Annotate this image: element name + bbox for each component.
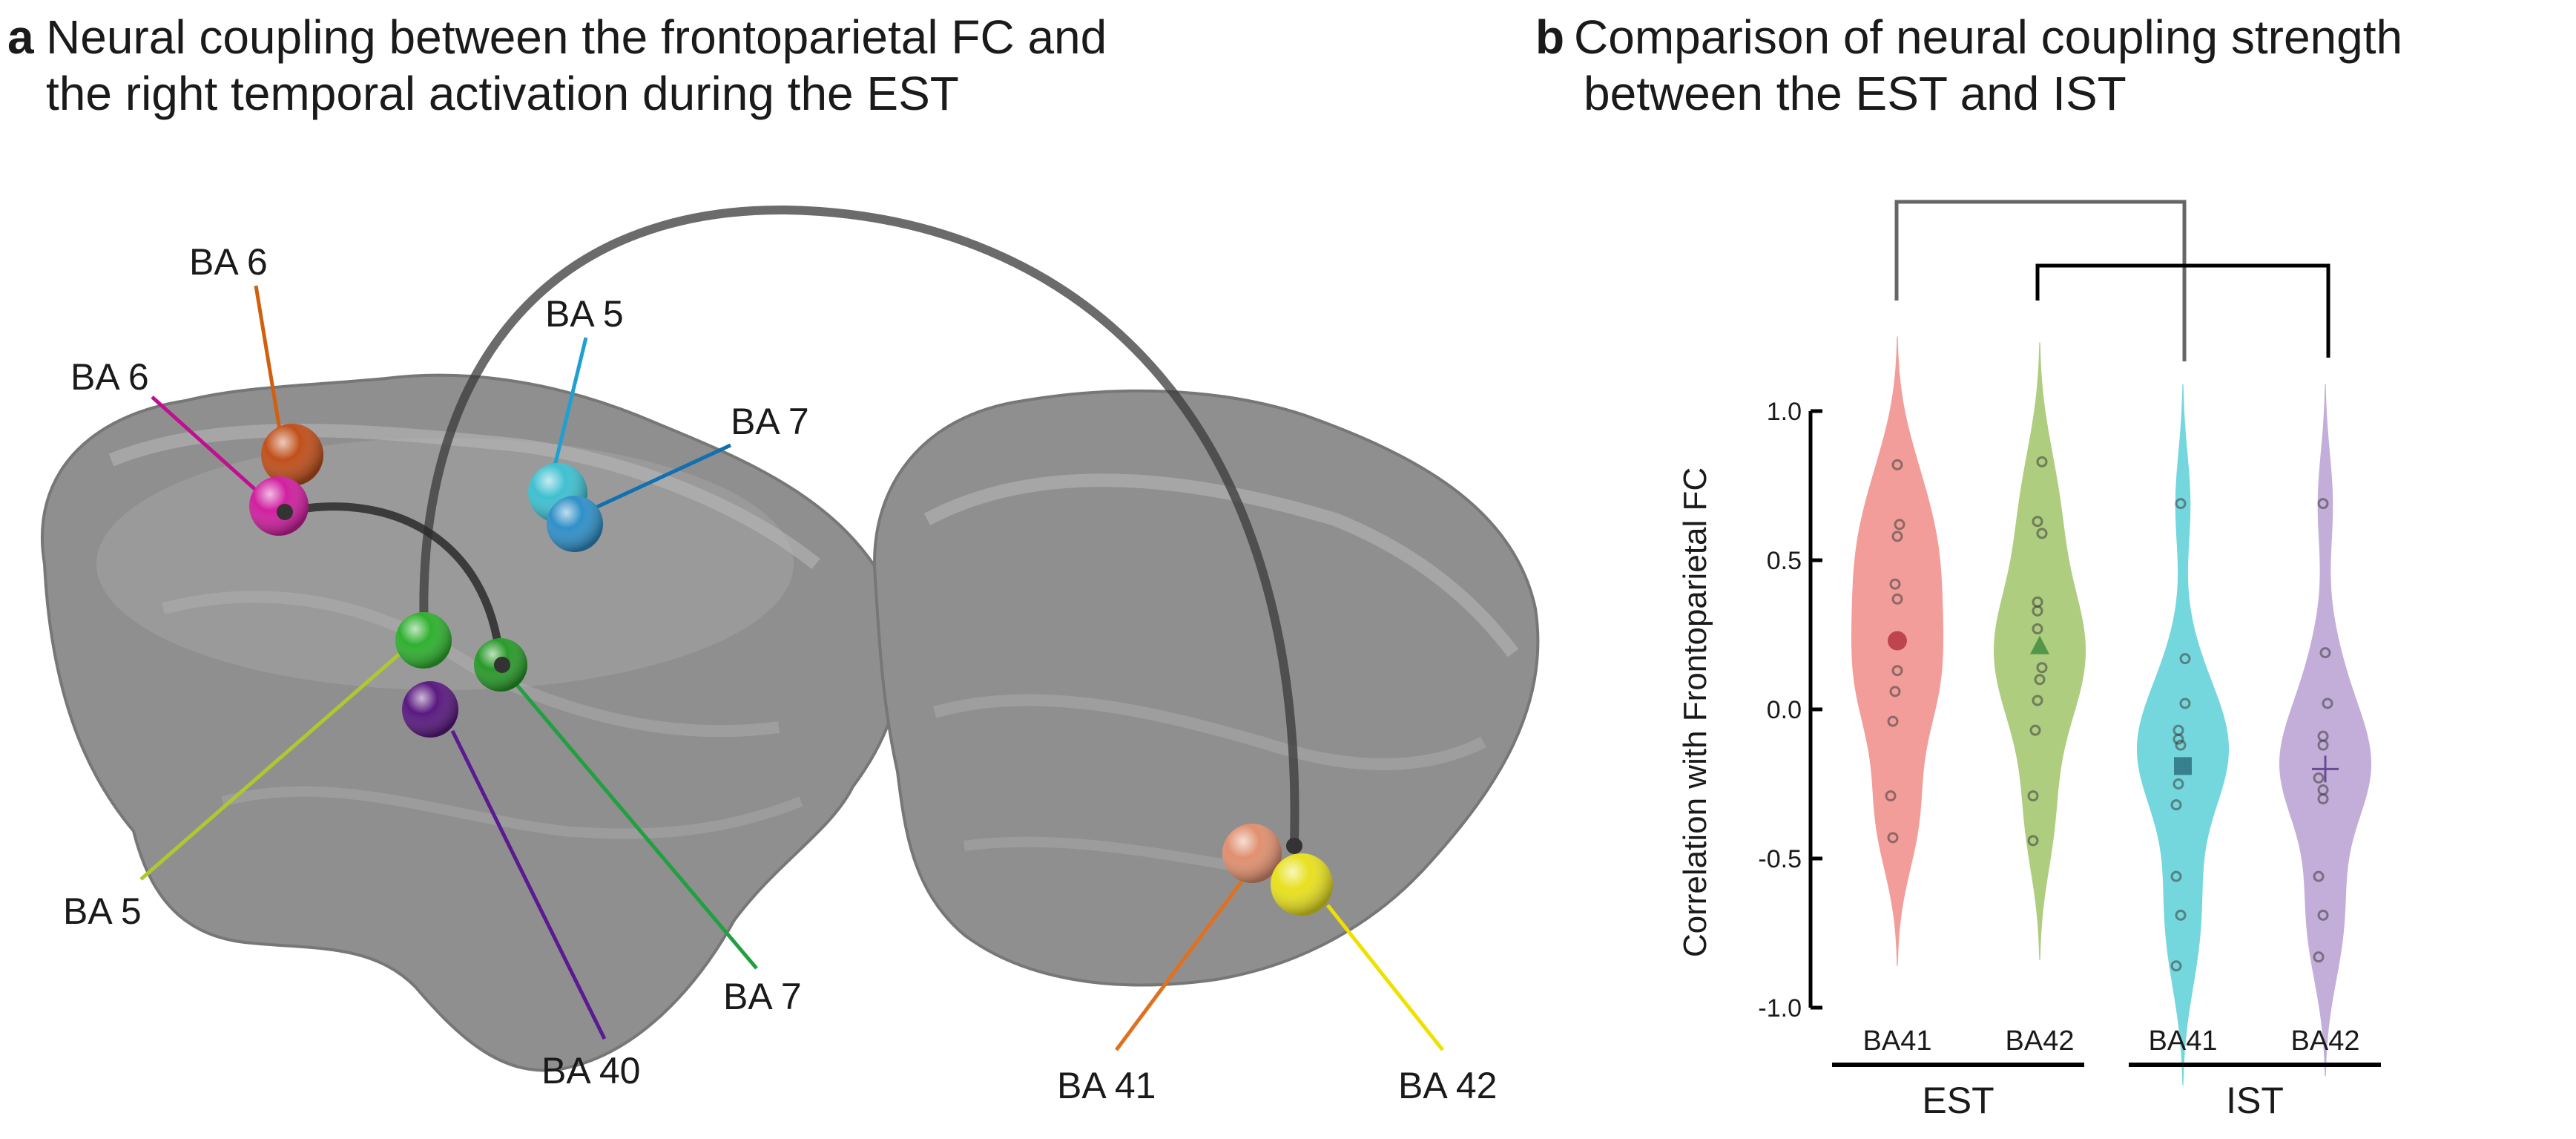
data-point (2036, 528, 2048, 539)
data-point (2027, 835, 2039, 847)
data-point (2317, 793, 2329, 805)
comparison-bracket-ba41 (1894, 200, 2187, 361)
node-dot (494, 657, 510, 673)
sphere-shading (547, 496, 603, 552)
label-ba5-green: BA 5 (63, 890, 142, 932)
data-point (2175, 739, 2187, 751)
left-brain (40, 373, 903, 1072)
data-point (2029, 724, 2041, 736)
data-point (2032, 695, 2043, 706)
data-point (2175, 498, 2187, 510)
spheres (249, 424, 1333, 916)
data-point (1889, 578, 1901, 590)
x-tick-label: BA41 (2149, 1025, 2218, 1057)
label-ba6-magenta: BA 6 (70, 356, 149, 398)
panel-b-title-line2: between the EST and IST (1584, 67, 2127, 120)
node-dot (277, 504, 293, 520)
violin-chart: 1.0 0.5 0.0 -0.5 -1.0 BA41 BA42 BA41 BA42 (1758, 200, 2371, 1086)
panel-a-title-line1: Neural coupling between the frontopariet… (46, 10, 1107, 64)
sphere-shading (1271, 853, 1333, 916)
x-tick-label: BA41 (1863, 1025, 1932, 1057)
data-point (2317, 909, 2329, 921)
data-point (1894, 519, 1905, 531)
panel-a-title-line2: the right temporal activation during the… (46, 67, 959, 120)
label-ba7-green: BA 7 (723, 976, 802, 1017)
data-point (2036, 456, 2048, 467)
data-point (1885, 790, 1897, 802)
data-point (2170, 870, 2182, 882)
mean-marker (1888, 631, 1907, 651)
data-point (2179, 653, 2191, 665)
y-axis-label: Correlation with Frontoparietal FC (1677, 467, 1713, 957)
label-ba5-cyan: BA 5 (545, 293, 624, 335)
panel-a-letter: a (7, 10, 34, 64)
label-ba41: BA 41 (1057, 1065, 1156, 1106)
sphere-shading (1222, 824, 1282, 883)
mean-marker (2030, 635, 2049, 654)
sphere-shading (249, 476, 309, 536)
y-tick-label: -0.5 (1758, 845, 1802, 873)
data-point (1889, 686, 1901, 697)
local-connection (283, 502, 505, 666)
data-point (2032, 623, 2043, 634)
data-point (1891, 459, 1903, 470)
label-ba42: BA 42 (1398, 1065, 1497, 1106)
data-point (2173, 778, 2184, 790)
label-ba6-top: BA 6 (189, 241, 268, 283)
group-label-est: EST (1922, 1080, 1994, 1121)
panel-b-letter: b (1535, 10, 1564, 64)
x-tick-label: BA42 (2006, 1025, 2075, 1057)
data-point (1891, 593, 1903, 605)
data-point (2319, 647, 2331, 659)
group-label-ist: IST (2226, 1080, 2284, 1121)
label-ba40: BA 40 (541, 1050, 640, 1092)
node-dot (1286, 838, 1302, 854)
y-tick-label: 1.0 (1767, 398, 1802, 426)
data-point (2179, 697, 2191, 709)
data-point (2317, 498, 2329, 510)
mean-marker (2312, 755, 2339, 783)
data-point (2034, 674, 2046, 686)
sphere-shading (402, 681, 458, 738)
right-brain (873, 389, 1540, 987)
data-point (2322, 697, 2333, 709)
sphere-shading (261, 424, 323, 486)
data-point (1887, 832, 1899, 844)
sphere-shading (395, 612, 452, 669)
mean-marker (2174, 757, 2192, 775)
data-point (2170, 799, 2182, 811)
data-point (2170, 960, 2182, 972)
data-point (1887, 715, 1899, 727)
x-tick-label: BA42 (2291, 1025, 2360, 1057)
data-point (2313, 870, 2325, 882)
data-point (2313, 951, 2325, 963)
data-point (2317, 739, 2329, 751)
data-point (2032, 605, 2043, 617)
data-point (2313, 772, 2325, 784)
data-point (2027, 790, 2039, 802)
data-point (1891, 665, 1903, 677)
violin-ist-ba41 (2137, 384, 2229, 1086)
y-tick-label: 0.5 (1767, 547, 1802, 575)
leader-lines (139, 285, 1444, 1051)
violin-ist-ba42 (2279, 384, 2371, 1077)
data-point (2036, 662, 2048, 674)
comparison-bracket-ba42 (2035, 263, 2330, 358)
y-tick-label: 0.0 (1767, 696, 1802, 724)
data-point (1891, 531, 1903, 542)
violin-est-ba41 (1851, 336, 1943, 966)
panel-b-title-line1: Comparison of neural coupling strength (1574, 10, 2402, 64)
y-tick-label: -1.0 (1758, 994, 1802, 1023)
label-ba7-blue: BA 7 (731, 401, 809, 442)
data-point (2173, 733, 2184, 745)
long-range-connection (419, 205, 1299, 843)
data-point (2175, 909, 2187, 921)
data-point (2032, 516, 2043, 528)
